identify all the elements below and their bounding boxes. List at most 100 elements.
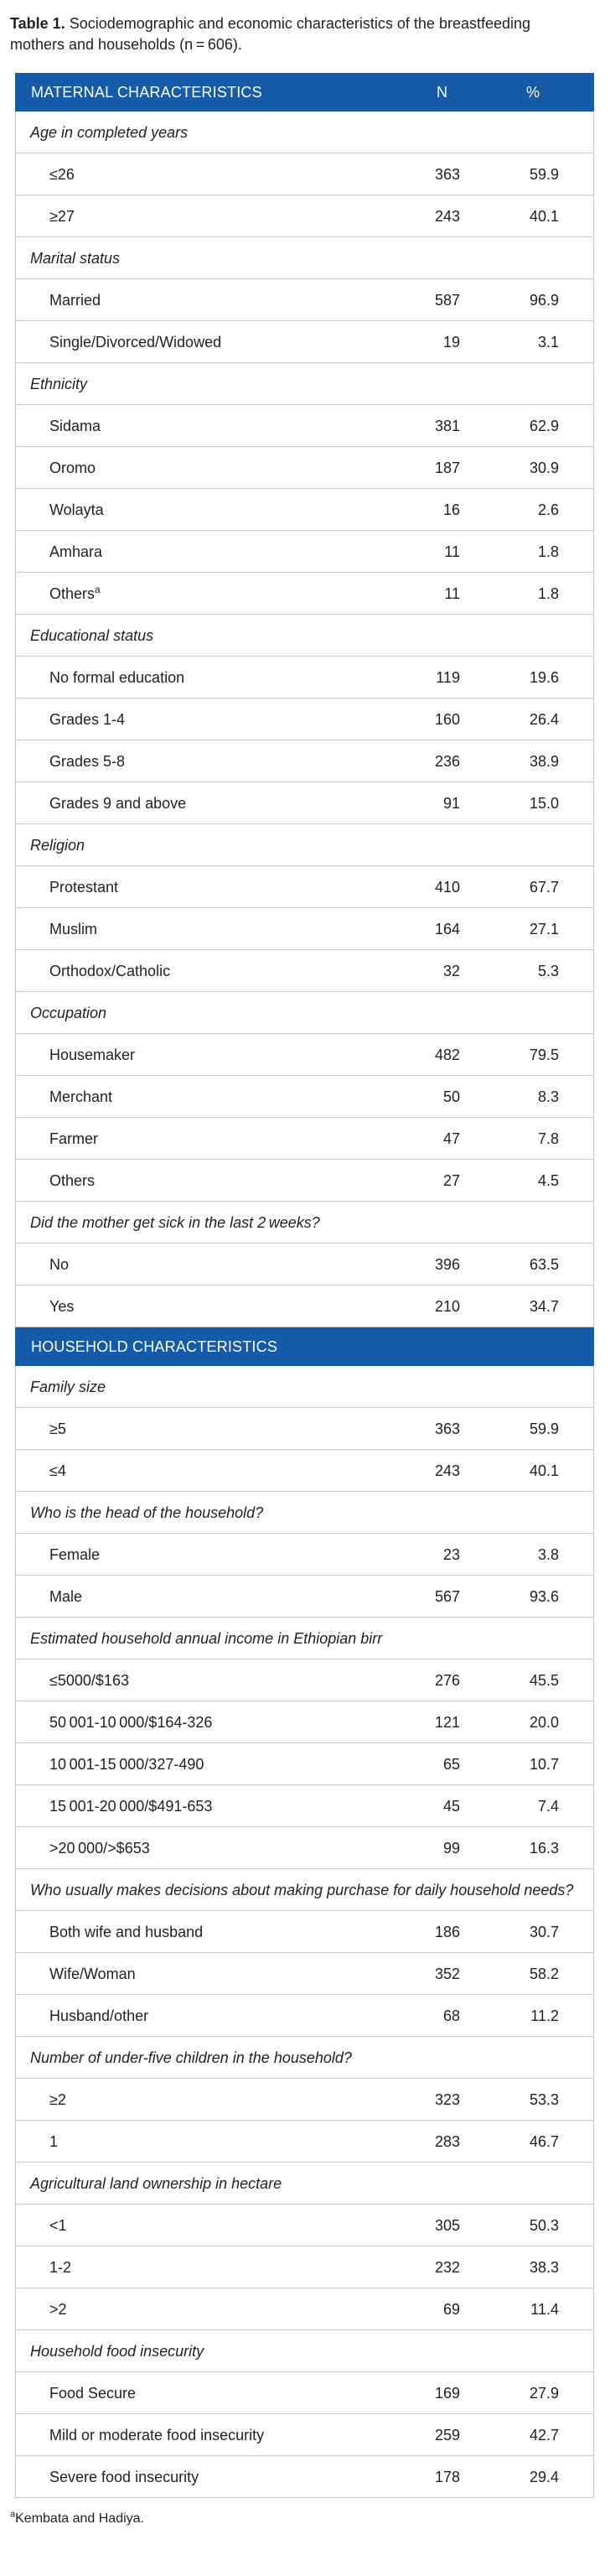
row-n-value: 186 <box>434 1923 460 1940</box>
row-label: Yes <box>16 1296 385 1317</box>
row-label-text: Both wife and husband <box>49 1923 204 1940</box>
row-label-text: Orthodox/Catholic <box>49 962 171 979</box>
row-n-value: 352 <box>434 1965 460 1982</box>
row-label-text: Wife/Woman <box>49 1965 136 1982</box>
row-label-text: ≥5 <box>49 1420 66 1437</box>
table-row: Single/Divorced/Widowed 19 3.1 <box>15 321 594 363</box>
section-row: Marital status <box>15 237 594 279</box>
row-percent-value: 4.5 <box>537 1171 559 1189</box>
row-label: >20 000/>$653 <box>16 1838 385 1858</box>
row-n-value: 160 <box>434 710 460 728</box>
row-percent-value: 10.7 <box>529 1755 559 1773</box>
section-label: Household food insecurity <box>30 2342 204 2360</box>
table-row: Severe food insecurity 178 29.4 <box>15 2456 594 2498</box>
section-label: Who usually makes decisions about making… <box>30 1881 574 1898</box>
row-label: Merchant <box>16 1087 385 1107</box>
section-label: Agricultural land ownership in hectare <box>30 2174 282 2192</box>
row-label: ≥2 <box>16 2090 385 2110</box>
section-row: Did the mother get sick in the last 2 we… <box>15 1202 594 1244</box>
section-row: Who usually makes decisions about making… <box>15 1869 594 1911</box>
table-row: Both wife and husband 186 30.7 <box>15 1911 594 1953</box>
row-percent-value: 2.6 <box>537 501 559 518</box>
table-row: Wolayta 16 2.6 <box>15 489 594 531</box>
table-row: Yes 210 34.7 <box>15 1285 594 1327</box>
table-row: No 396 63.5 <box>15 1244 594 1285</box>
row-label-text: Wolayta <box>49 501 104 518</box>
row-n-value: 259 <box>434 2426 460 2444</box>
row-percent-value: 1.8 <box>537 584 559 602</box>
row-n-value: 47 <box>442 1130 460 1147</box>
row-label: Grades 9 and above <box>16 793 385 813</box>
row-percent-value: 93.6 <box>529 1587 559 1605</box>
table-row: ≤4 243 40.1 <box>15 1450 594 1492</box>
row-n-value: 305 <box>434 2216 460 2234</box>
row-n-value: 169 <box>434 2384 460 2402</box>
row-percent-value: 63.5 <box>529 1255 559 1273</box>
table-row: Female 23 3.8 <box>15 1534 594 1576</box>
row-label-text: Merchant <box>49 1088 113 1105</box>
row-n-value: 68 <box>442 2007 460 2024</box>
row-n-value: 410 <box>434 878 460 896</box>
row-label: Housemaker <box>16 1045 385 1065</box>
section-label: Family size <box>30 1378 106 1395</box>
row-label: 50 001-10 000/$164-326 <box>16 1712 385 1732</box>
section-row: Number of under-five children in the hou… <box>15 2037 594 2079</box>
table-row: No formal education 119 19.6 <box>15 657 594 699</box>
section-row: Age in completed years <box>15 112 594 153</box>
row-percent-value: 58.2 <box>529 1965 559 1982</box>
row-n-value: 381 <box>434 417 460 434</box>
row-percent-value: 46.7 <box>529 2132 559 2150</box>
row-label-text: 50 001-10 000/$164-326 <box>49 1713 213 1731</box>
table-row: 15 001-20 000/$491-653 45 7.4 <box>15 1785 594 1827</box>
section-label: Religion <box>30 836 85 854</box>
table-row: 1-2 232 38.3 <box>15 2246 594 2288</box>
row-n-value: 323 <box>434 2090 460 2108</box>
row-label: Protestant <box>16 877 385 897</box>
row-percent-value: 67.7 <box>529 878 559 896</box>
row-n-value: 363 <box>434 1420 460 1437</box>
row-percent-value: 7.8 <box>537 1130 559 1147</box>
row-n-value: 482 <box>434 1046 460 1063</box>
row-label-text: Muslim <box>49 920 97 937</box>
table-row: Muslim 164 27.1 <box>15 908 594 950</box>
table-row: Married 587 96.9 <box>15 279 594 321</box>
row-n-value: 283 <box>434 2132 460 2150</box>
row-n-value: 121 <box>434 1713 460 1731</box>
row-label-text: 1 <box>49 2132 59 2150</box>
row-n-value: 363 <box>434 165 460 183</box>
row-label-text: Others <box>49 1171 96 1189</box>
table-row: Grades 9 and above 91 15.0 <box>15 782 594 824</box>
row-label-text: ≤5000/$163 <box>49 1671 129 1689</box>
table-row: 1 283 46.7 <box>15 2121 594 2163</box>
row-label-text: No formal education <box>49 668 185 686</box>
row-label-text: ≤26 <box>49 165 75 183</box>
table-row: ≥5 363 59.9 <box>15 1408 594 1450</box>
row-percent-value: 27.9 <box>529 2384 559 2402</box>
table-row: 50 001-10 000/$164-326 121 20.0 <box>15 1701 594 1743</box>
table-row: Others 27 4.5 <box>15 1160 594 1202</box>
footnote-marker: a <box>95 583 101 595</box>
row-percent-value: 19.6 <box>529 668 559 686</box>
section-row: Occupation <box>15 992 594 1034</box>
row-label-text: Male <box>49 1587 83 1605</box>
section-row: Household food insecurity <box>15 2330 594 2372</box>
table-row: Grades 1-4 160 26.4 <box>15 699 594 740</box>
row-percent-value: 26.4 <box>529 710 559 728</box>
table-header-title: MATERNAL CHARACTERISTICS <box>31 83 262 101</box>
row-label-text: Mild or moderate food insecurity <box>49 2426 265 2444</box>
table-header-maternal: MATERNAL CHARACTERISTICS N % <box>15 73 594 112</box>
row-label-text: Grades 5-8 <box>49 752 126 770</box>
row-label: Severe food insecurity <box>16 2467 385 2487</box>
row-label: 1 <box>16 2132 385 2152</box>
row-label: Orthodox/Catholic <box>16 961 385 981</box>
table-header-household: HOUSEHOLD CHARACTERISTICS <box>15 1327 594 1366</box>
row-label-text: Amhara <box>49 543 103 560</box>
row-n-value: 11 <box>444 584 460 602</box>
table-row: Merchant 50 8.3 <box>15 1076 594 1118</box>
row-label-text: Grades 1-4 <box>49 710 126 728</box>
row-percent-value: 8.3 <box>537 1088 559 1105</box>
footnote-marker: a <box>10 2509 16 2520</box>
row-label: <1 <box>16 2215 385 2236</box>
table-row: Housemaker 482 79.5 <box>15 1034 594 1076</box>
